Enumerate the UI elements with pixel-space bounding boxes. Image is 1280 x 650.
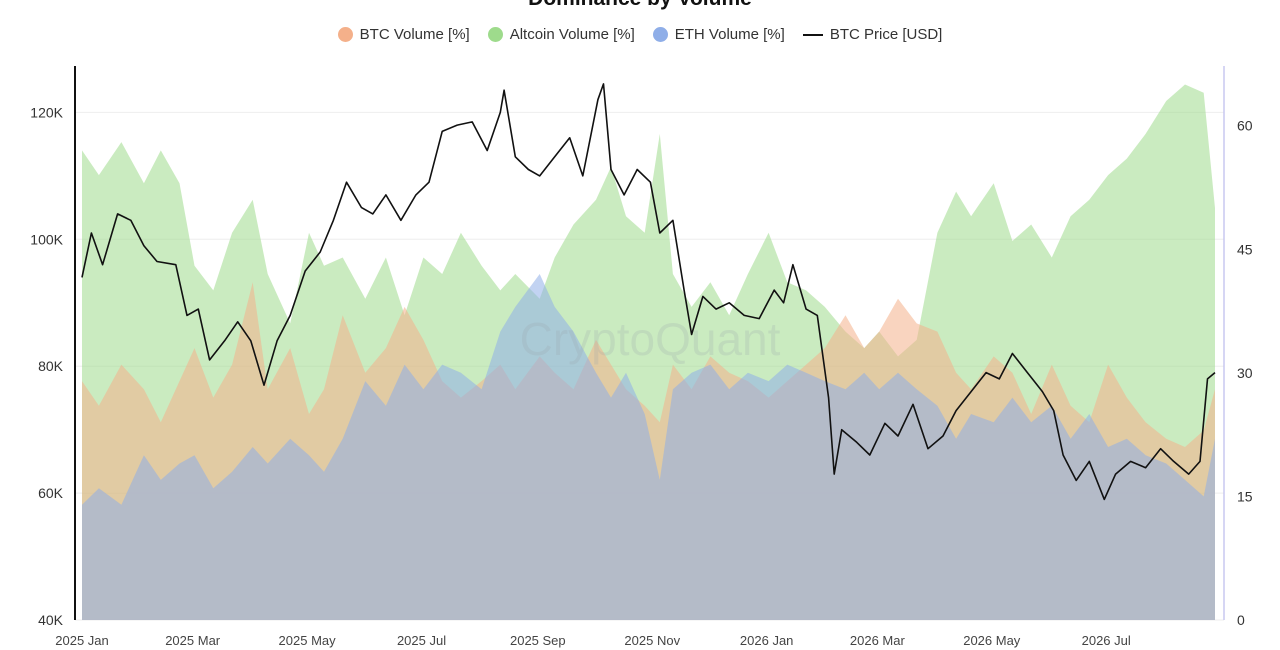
right-tick-label-0: 0: [1237, 612, 1245, 628]
x-tick-label-9: 2026 Jul: [1082, 633, 1131, 648]
left-tick-label-2: 80K: [38, 358, 64, 374]
legend-dot-btc-volume: [337, 27, 353, 42]
right-tick-label-3: 45: [1237, 241, 1253, 257]
right-tick-label-2: 30: [1237, 365, 1253, 381]
x-tick-label-7: 2026 Mar: [850, 633, 906, 648]
legend-label-altcoin-volume: Altcoin Volume [%]: [509, 26, 635, 43]
left-tick-label-4: 120K: [30, 104, 63, 120]
x-tick-label-5: 2025 Nov: [624, 633, 680, 648]
left-tick-label-0: 40K: [38, 612, 64, 628]
x-tick-label-2: 2025 May: [279, 633, 337, 648]
legend-label-eth-volume: ETH Volume [%]: [674, 26, 785, 43]
x-tick-label-4: 2025 Sep: [510, 633, 566, 648]
legend-label-btc-price: BTC Price [USD]: [829, 26, 943, 43]
legend-dot-eth-volume: [652, 27, 668, 42]
legend-item-eth-volume[interactable]: ETH Volume [%]: [652, 26, 785, 43]
chart-title: Dominance by Volume: [0, 0, 1280, 11]
right-tick-label-4: 60: [1237, 118, 1253, 134]
left-tick-label-3: 100K: [30, 231, 63, 247]
legend-item-btc-price[interactable]: BTC Price [USD]: [802, 26, 943, 43]
line-btc-price: [81, 83, 1216, 501]
legend-label-btc-volume: BTC Volume [%]: [359, 26, 470, 43]
x-tick-label-8: 2026 May: [963, 633, 1021, 648]
left-tick-label-1: 60K: [38, 485, 64, 501]
axis-layer: 40K 60K 80K 100K 120K 0 15 30 45 60 2025 Jan 2025 M…: [30, 66, 1253, 648]
x-tick-label-6: 2026 Jan: [740, 633, 794, 648]
area-eth-volume: [82, 274, 1215, 620]
legend: BTC Volume [%] Altcoin Volume [%] ETH Vo…: [0, 26, 1280, 43]
line-layer: [81, 83, 1216, 501]
legend-line-btc-price: [802, 33, 823, 36]
area-layer: [82, 84, 1215, 620]
legend-dot-altcoin-volume: [487, 27, 503, 42]
x-tick-label-1: 2025 Mar: [165, 633, 221, 648]
legend-item-btc-volume[interactable]: BTC Volume [%]: [337, 26, 470, 43]
x-tick-label-0: 2025 Jan: [55, 633, 109, 648]
legend-item-altcoin-volume[interactable]: Altcoin Volume [%]: [487, 26, 635, 43]
watermark: CryptoQuant: [520, 313, 781, 365]
right-tick-label-1: 15: [1237, 488, 1253, 504]
x-tick-label-3: 2025 Jul: [397, 633, 446, 648]
